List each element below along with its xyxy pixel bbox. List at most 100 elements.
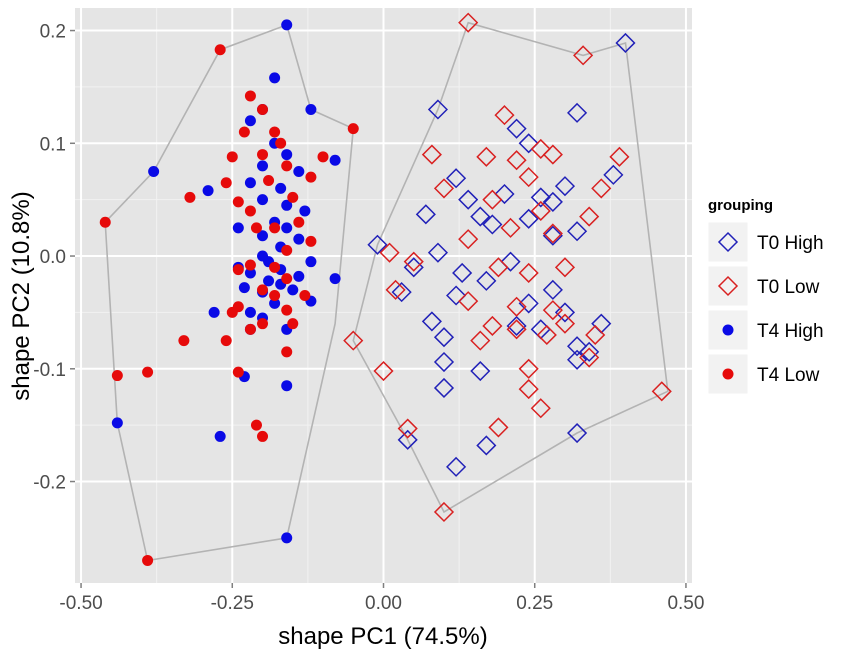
t0-high-point — [500, 251, 521, 272]
t4-high-point — [299, 205, 311, 217]
t0-low-point — [518, 262, 539, 284]
t4-low-point — [111, 370, 123, 382]
t0-low-point — [403, 251, 424, 272]
t4-high-point — [293, 233, 305, 245]
t0-high-point — [421, 311, 442, 332]
t4-low-point — [293, 216, 305, 228]
t0-high-point — [567, 422, 588, 444]
legend: grouping T0 High T0 Low T4 High T4 Low — [707, 197, 824, 395]
y-axis: 0.2 0.1 0.0 -0.1 -0.2 — [33, 22, 75, 494]
t4-low-point — [232, 264, 244, 276]
t4-high-point — [281, 532, 293, 544]
t0-low-point — [385, 279, 406, 300]
t4-high-point — [281, 222, 293, 234]
t4-low-point — [244, 259, 256, 271]
t4-low-point — [214, 44, 226, 56]
t4-high-point — [305, 103, 317, 115]
t4-high-point — [111, 417, 123, 429]
t0-high-legend-key — [717, 231, 739, 253]
t0-low-point — [397, 418, 418, 439]
t0-high-point — [446, 456, 467, 477]
t0-low-point — [433, 178, 455, 199]
t0-low-point — [488, 417, 509, 438]
t0-high-point — [603, 164, 624, 185]
t0-high-point — [391, 282, 412, 303]
t4-low-point — [257, 284, 269, 296]
t4-high-point — [281, 199, 293, 211]
t0-high-point — [530, 187, 551, 208]
x-tick-label: 0.25 — [516, 593, 553, 614]
t0-low-point — [433, 501, 455, 523]
t0-low-point — [458, 291, 479, 312]
t4-low-point — [226, 151, 238, 163]
y-axis-title: shape PC2 (10.8%) — [8, 191, 35, 400]
t4-high-point — [329, 154, 341, 166]
t0-low-point — [500, 217, 521, 238]
t0-low-point — [458, 12, 479, 33]
t4-low-point — [275, 137, 287, 149]
t4-high-point — [214, 430, 226, 442]
t4-low-point — [244, 90, 256, 102]
t4-high-point — [329, 273, 341, 285]
t0-high-point — [433, 351, 455, 373]
x-tick-label: -0.50 — [59, 593, 102, 614]
t0-low-point — [585, 324, 606, 346]
t4-high-point — [281, 149, 293, 161]
t0-low-point — [458, 229, 479, 250]
t0-low-point — [476, 146, 497, 167]
y-tick-label: 0.1 — [40, 134, 66, 155]
legend-key-box — [707, 265, 749, 307]
t4-low-point — [257, 149, 269, 161]
t4-low-point — [299, 290, 311, 301]
t4-low-legend-key — [722, 368, 734, 380]
t0-high-point — [427, 242, 449, 263]
t4-high-point — [269, 72, 281, 84]
t4-low-point — [281, 160, 293, 172]
t0-high-point — [397, 429, 418, 450]
t4-high-legend-key — [722, 324, 734, 336]
t0-low-point — [536, 324, 557, 346]
legend-key-box — [707, 221, 749, 263]
t4-high-point — [257, 194, 269, 206]
t0-high-point — [615, 32, 636, 54]
t4-high-point — [232, 222, 244, 234]
t4-high-point — [305, 256, 317, 268]
t4-low-point — [244, 323, 256, 335]
t0-low-point — [421, 144, 442, 165]
t0-high-point — [554, 176, 576, 197]
t4-low-point — [281, 304, 293, 316]
t4-low-point — [257, 318, 269, 330]
t0-low-point — [609, 146, 630, 167]
legend-label: T4 High — [757, 321, 824, 342]
t4-high-point — [293, 270, 305, 282]
t0-high-point — [476, 270, 497, 291]
y-tick-label: 0.2 — [40, 22, 66, 43]
t4-low-point — [257, 103, 269, 115]
legend-label: T0 Low — [757, 277, 820, 298]
t0-high-point — [458, 189, 479, 210]
t4-high-point — [208, 306, 220, 318]
t0-low-point — [482, 315, 503, 337]
t0-high-point — [446, 168, 467, 189]
x-tick-label: -0.25 — [211, 593, 254, 614]
y-tick-label: -0.1 — [33, 360, 66, 381]
t4-low-point — [250, 222, 262, 234]
t0-low-point — [518, 167, 539, 188]
t4-high-point — [281, 19, 293, 31]
data-points — [99, 12, 672, 566]
t0-low-point — [506, 150, 527, 171]
t0-low-point — [470, 330, 491, 351]
t0-low-point — [591, 178, 612, 199]
t4-low-point — [269, 126, 281, 138]
t0-high-point — [567, 349, 588, 370]
t0-high-point — [567, 221, 588, 242]
t4-high-point — [257, 230, 269, 242]
t4-low-point — [238, 126, 250, 138]
t0-high-point — [542, 279, 563, 300]
t0-high-point — [446, 285, 467, 306]
t4-low-point — [317, 151, 329, 163]
t4-high-point — [148, 165, 160, 177]
t4-low-point — [281, 273, 293, 285]
t4-low-point — [184, 191, 196, 203]
t0-high-point — [579, 341, 600, 362]
